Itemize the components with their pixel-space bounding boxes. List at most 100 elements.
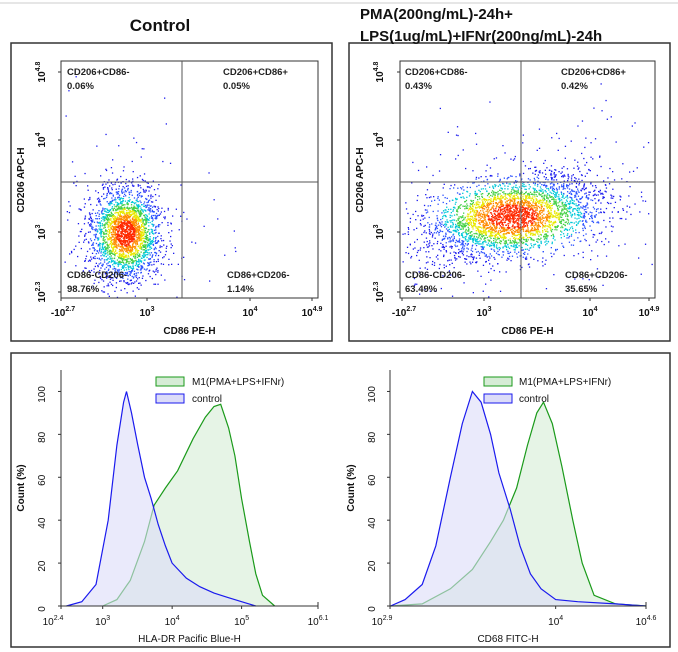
event-dot	[146, 244, 148, 246]
event-dot	[144, 244, 146, 246]
event-dot	[115, 229, 117, 231]
event-dot	[497, 206, 499, 208]
event-dot	[131, 194, 133, 196]
event-dot	[131, 249, 133, 252]
event-dot	[632, 170, 635, 172]
event-dot	[170, 235, 172, 238]
event-dot	[90, 269, 93, 272]
event-dot	[101, 225, 103, 227]
event-dot	[112, 284, 114, 287]
event-dot	[87, 231, 90, 233]
event-dot	[117, 255, 119, 257]
event-dot	[124, 234, 127, 236]
event-dot	[496, 223, 498, 225]
event-dot	[620, 196, 622, 198]
event-dot	[475, 178, 477, 180]
event-dot	[563, 207, 565, 209]
event-dot	[551, 198, 553, 201]
event-dot	[497, 263, 499, 265]
event-dot	[522, 217, 524, 219]
event-dot	[567, 221, 570, 223]
event-dot	[545, 216, 547, 218]
event-dot	[578, 221, 580, 223]
event-dot	[532, 182, 535, 184]
event-dot	[145, 227, 147, 229]
event-dot	[488, 199, 490, 201]
event-dot	[499, 199, 501, 201]
event-dot	[486, 236, 489, 239]
event-dot	[122, 255, 124, 257]
event-dot	[117, 261, 120, 263]
event-dot	[586, 202, 588, 204]
event-dot	[551, 179, 553, 181]
event-dot	[547, 231, 549, 233]
event-dot	[149, 264, 151, 266]
event-dot	[468, 218, 470, 220]
event-dot	[122, 272, 124, 274]
event-dot	[131, 250, 134, 252]
event-dot	[115, 191, 117, 193]
event-dot	[141, 242, 143, 244]
event-dot	[444, 214, 447, 217]
event-dot	[151, 223, 153, 225]
event-dot	[139, 194, 141, 197]
event-dot	[527, 194, 529, 196]
event-dot	[550, 214, 552, 216]
event-dot	[563, 254, 565, 257]
event-dot	[516, 223, 519, 225]
event-dot	[107, 272, 109, 274]
event-dot	[116, 259, 119, 261]
event-dot	[521, 266, 523, 269]
event-dot	[486, 213, 488, 215]
event-dot	[502, 251, 504, 253]
event-dot	[141, 237, 143, 240]
event-dot	[135, 276, 138, 278]
event-dot	[118, 264, 120, 266]
event-dot	[541, 214, 543, 217]
event-dot	[595, 186, 597, 189]
event-dot	[581, 174, 583, 177]
event-dot	[145, 231, 147, 234]
event-dot	[129, 246, 131, 248]
event-dot	[132, 209, 135, 211]
event-dot	[86, 250, 89, 253]
event-dot	[492, 193, 494, 195]
event-dot	[512, 202, 515, 204]
event-dot	[567, 178, 569, 180]
event-dot	[553, 236, 555, 238]
event-dot	[525, 243, 527, 245]
event-dot	[113, 248, 115, 250]
event-dot	[466, 255, 468, 257]
event-dot	[153, 211, 155, 213]
event-dot	[482, 188, 484, 190]
event-dot	[149, 248, 151, 250]
event-dot	[472, 292, 474, 294]
event-dot	[167, 207, 169, 210]
event-dot	[501, 188, 503, 190]
event-dot	[128, 207, 130, 209]
event-dot	[480, 275, 482, 277]
event-dot	[523, 221, 526, 223]
event-dot	[494, 197, 496, 199]
event-dot	[431, 200, 433, 202]
event-dot	[137, 185, 139, 187]
event-dot	[485, 261, 487, 263]
event-dot	[544, 169, 546, 171]
event-dot	[129, 271, 131, 273]
event-dot	[492, 216, 494, 218]
event-dot	[552, 222, 554, 224]
event-dot	[95, 262, 97, 264]
event-dot	[473, 214, 475, 216]
event-dot	[143, 205, 145, 207]
event-dot	[524, 199, 526, 201]
event-dot	[518, 242, 520, 244]
event-dot	[140, 211, 142, 213]
event-dot	[111, 271, 113, 273]
event-dot	[157, 232, 160, 234]
event-dot	[610, 116, 612, 118]
event-dot	[132, 213, 134, 215]
event-dot	[107, 214, 109, 216]
event-dot	[155, 236, 157, 239]
event-dot	[451, 262, 453, 264]
event-dot	[540, 200, 542, 202]
